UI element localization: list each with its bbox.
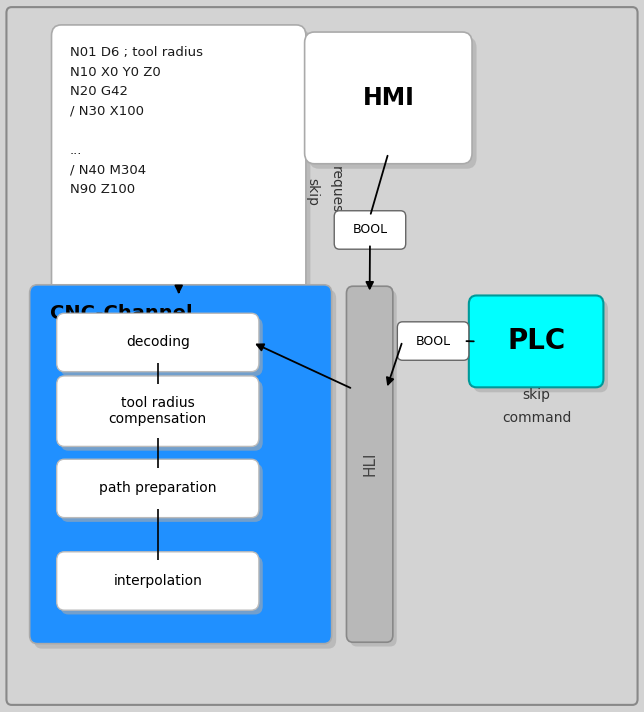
FancyBboxPatch shape <box>61 318 263 376</box>
FancyBboxPatch shape <box>61 556 263 614</box>
FancyBboxPatch shape <box>350 290 397 646</box>
FancyBboxPatch shape <box>6 7 638 705</box>
FancyBboxPatch shape <box>305 32 472 164</box>
Text: path preparation: path preparation <box>99 481 216 496</box>
Text: decoding: decoding <box>126 335 190 350</box>
Text: CNC-Channel: CNC-Channel <box>50 304 193 323</box>
FancyBboxPatch shape <box>30 285 332 644</box>
FancyBboxPatch shape <box>346 286 393 642</box>
FancyBboxPatch shape <box>473 300 608 392</box>
Text: skip: skip <box>305 178 319 206</box>
FancyBboxPatch shape <box>52 25 306 299</box>
Text: N01 D6 ; tool radius
N10 X0 Y0 Z0
N20 G42
/ N30 X100

...
/ N40 M304
N90 Z100: N01 D6 ; tool radius N10 X0 Y0 Z0 N20 G4… <box>70 46 203 196</box>
Text: HMI: HMI <box>363 86 414 110</box>
FancyBboxPatch shape <box>309 37 477 169</box>
FancyBboxPatch shape <box>397 322 469 360</box>
FancyBboxPatch shape <box>61 464 263 522</box>
Text: BOOL: BOOL <box>352 224 388 236</box>
Text: tool radius
compensation: tool radius compensation <box>109 396 207 426</box>
FancyBboxPatch shape <box>469 295 603 387</box>
FancyBboxPatch shape <box>61 380 263 451</box>
FancyBboxPatch shape <box>57 552 259 610</box>
Text: skip
command: skip command <box>502 388 571 425</box>
FancyBboxPatch shape <box>34 290 336 649</box>
FancyBboxPatch shape <box>56 30 310 304</box>
Text: interpolation: interpolation <box>113 574 202 588</box>
Text: PLC: PLC <box>507 328 565 355</box>
Text: request: request <box>329 166 343 219</box>
FancyBboxPatch shape <box>57 376 259 446</box>
Text: BOOL: BOOL <box>415 335 451 347</box>
FancyBboxPatch shape <box>334 211 406 249</box>
FancyBboxPatch shape <box>57 459 259 518</box>
FancyBboxPatch shape <box>57 313 259 372</box>
Text: HLI: HLI <box>362 452 377 476</box>
